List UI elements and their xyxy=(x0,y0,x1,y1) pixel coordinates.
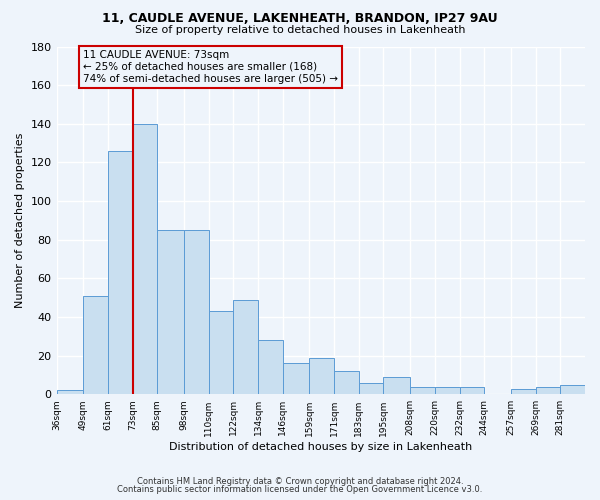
Bar xyxy=(359,382,383,394)
Bar xyxy=(83,296,108,394)
Bar xyxy=(283,364,310,394)
Bar xyxy=(435,386,460,394)
Bar xyxy=(209,311,233,394)
Bar xyxy=(536,386,560,394)
Text: Contains HM Land Registry data © Crown copyright and database right 2024.: Contains HM Land Registry data © Crown c… xyxy=(137,477,463,486)
Bar xyxy=(184,230,209,394)
Bar xyxy=(410,386,435,394)
Bar xyxy=(310,358,334,395)
Bar xyxy=(233,300,258,394)
Bar xyxy=(108,151,133,394)
Y-axis label: Number of detached properties: Number of detached properties xyxy=(15,132,25,308)
Text: 11 CAUDLE AVENUE: 73sqm
← 25% of detached houses are smaller (168)
74% of semi-d: 11 CAUDLE AVENUE: 73sqm ← 25% of detache… xyxy=(83,50,338,84)
Bar xyxy=(133,124,157,394)
Bar xyxy=(258,340,283,394)
Bar xyxy=(460,386,484,394)
Bar xyxy=(560,384,585,394)
Bar xyxy=(383,377,410,394)
X-axis label: Distribution of detached houses by size in Lakenheath: Distribution of detached houses by size … xyxy=(169,442,472,452)
Bar xyxy=(157,230,184,394)
Bar xyxy=(334,371,359,394)
Bar xyxy=(511,388,536,394)
Text: 11, CAUDLE AVENUE, LAKENHEATH, BRANDON, IP27 9AU: 11, CAUDLE AVENUE, LAKENHEATH, BRANDON, … xyxy=(102,12,498,26)
Text: Size of property relative to detached houses in Lakenheath: Size of property relative to detached ho… xyxy=(135,25,465,35)
Text: Contains public sector information licensed under the Open Government Licence v3: Contains public sector information licen… xyxy=(118,485,482,494)
Bar xyxy=(56,390,83,394)
